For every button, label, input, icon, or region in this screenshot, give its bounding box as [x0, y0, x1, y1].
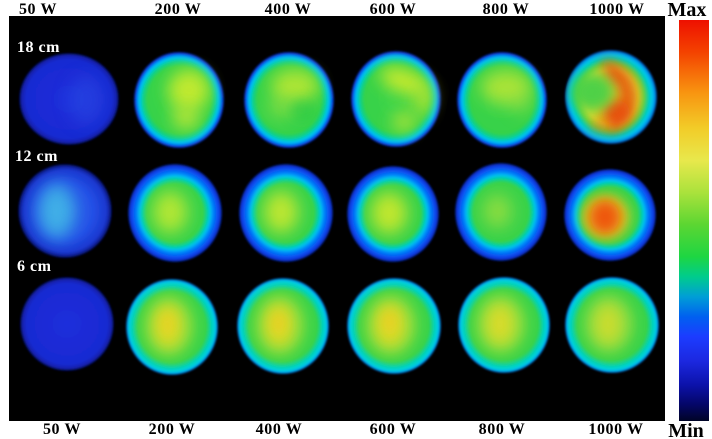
svg-text:400 W: 400 W [265, 1, 312, 18]
svg-text:50 W: 50 W [43, 421, 81, 438]
svg-text:400 W: 400 W [256, 421, 303, 438]
svg-text:600 W: 600 W [370, 421, 417, 438]
svg-text:18 cm: 18 cm [17, 39, 60, 56]
svg-text:50 W: 50 W [19, 1, 57, 18]
svg-text:Max: Max [668, 0, 707, 21]
svg-text:200 W: 200 W [155, 1, 202, 18]
svg-text:Min: Min [668, 420, 704, 439]
svg-text:200 W: 200 W [149, 421, 196, 438]
svg-text:1000 W: 1000 W [589, 1, 644, 18]
svg-text:600 W: 600 W [370, 1, 417, 18]
svg-text:12 cm: 12 cm [15, 148, 58, 165]
svg-text:1000 W: 1000 W [588, 421, 643, 438]
svg-text:800 W: 800 W [479, 421, 526, 438]
svg-text:6 cm: 6 cm [17, 258, 52, 275]
svg-text:800 W: 800 W [483, 1, 530, 18]
